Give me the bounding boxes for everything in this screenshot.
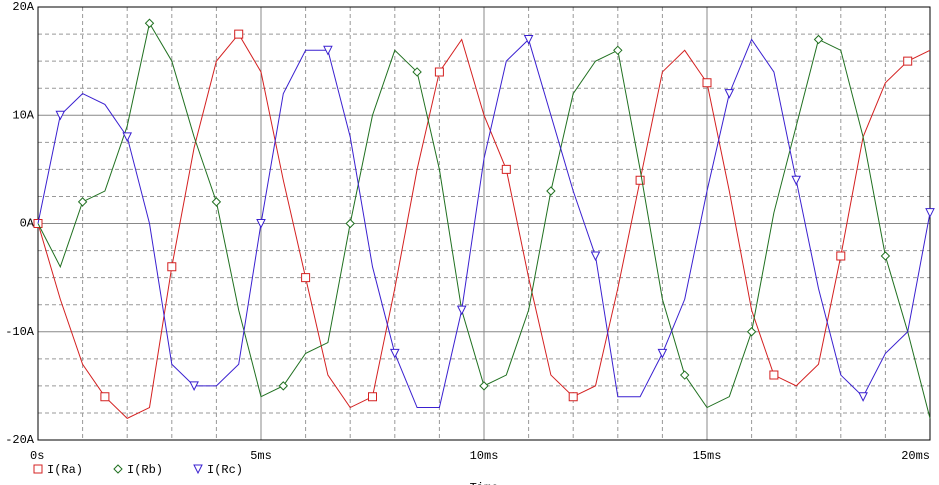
marker	[167, 262, 177, 272]
marker	[301, 273, 311, 283]
marker	[434, 67, 444, 77]
marker	[546, 186, 556, 196]
marker	[724, 89, 735, 99]
series-line	[37, 38, 931, 409]
x-tick-label: 15ms	[693, 449, 722, 463]
marker	[55, 110, 66, 121]
marker	[903, 56, 913, 66]
marker	[679, 370, 690, 380]
y-tick-label: 10A	[12, 108, 34, 122]
x-tick-label: 10ms	[470, 449, 499, 463]
marker	[746, 327, 757, 337]
marker	[501, 164, 511, 174]
marker	[479, 381, 489, 391]
marker	[590, 251, 601, 262]
x-tick-label: 5ms	[250, 449, 272, 463]
marker	[122, 132, 133, 143]
x-axis-label: Time	[470, 481, 499, 485]
marker	[657, 348, 668, 359]
marker	[925, 208, 935, 218]
legend-label: I(Rb)	[127, 463, 163, 477]
marker	[813, 34, 824, 45]
marker	[345, 218, 355, 229]
marker	[702, 78, 712, 88]
marker	[523, 34, 534, 45]
y-tick-label: 0A	[20, 217, 35, 231]
legend-marker	[33, 464, 43, 474]
marker	[412, 67, 422, 77]
marker	[858, 392, 868, 402]
x-tick-label: 0s	[30, 449, 44, 463]
marker	[880, 251, 891, 261]
y-tick-label: -10A	[5, 325, 35, 339]
marker	[456, 305, 467, 316]
marker	[144, 18, 155, 28]
legend-label: I(Ra)	[47, 463, 83, 477]
legend-marker	[113, 464, 123, 474]
marker	[234, 29, 244, 39]
legend-marker	[193, 464, 203, 475]
y-tick-label: 20A	[12, 0, 34, 14]
marker	[613, 45, 623, 56]
marker	[100, 392, 110, 402]
marker	[256, 219, 266, 229]
marker	[368, 392, 377, 402]
series-line	[37, 33, 931, 419]
marker	[836, 251, 846, 261]
marker	[278, 381, 289, 391]
x-tick-label: 20ms	[901, 449, 930, 463]
marker	[791, 175, 802, 186]
marker	[389, 348, 400, 359]
marker	[769, 370, 779, 380]
marker	[323, 45, 333, 56]
y-tick-label: -20A	[5, 433, 35, 447]
marker	[189, 381, 199, 391]
legend-label: I(Rc)	[207, 463, 243, 477]
marker	[568, 392, 578, 402]
marker	[77, 197, 88, 207]
marker	[211, 197, 222, 207]
